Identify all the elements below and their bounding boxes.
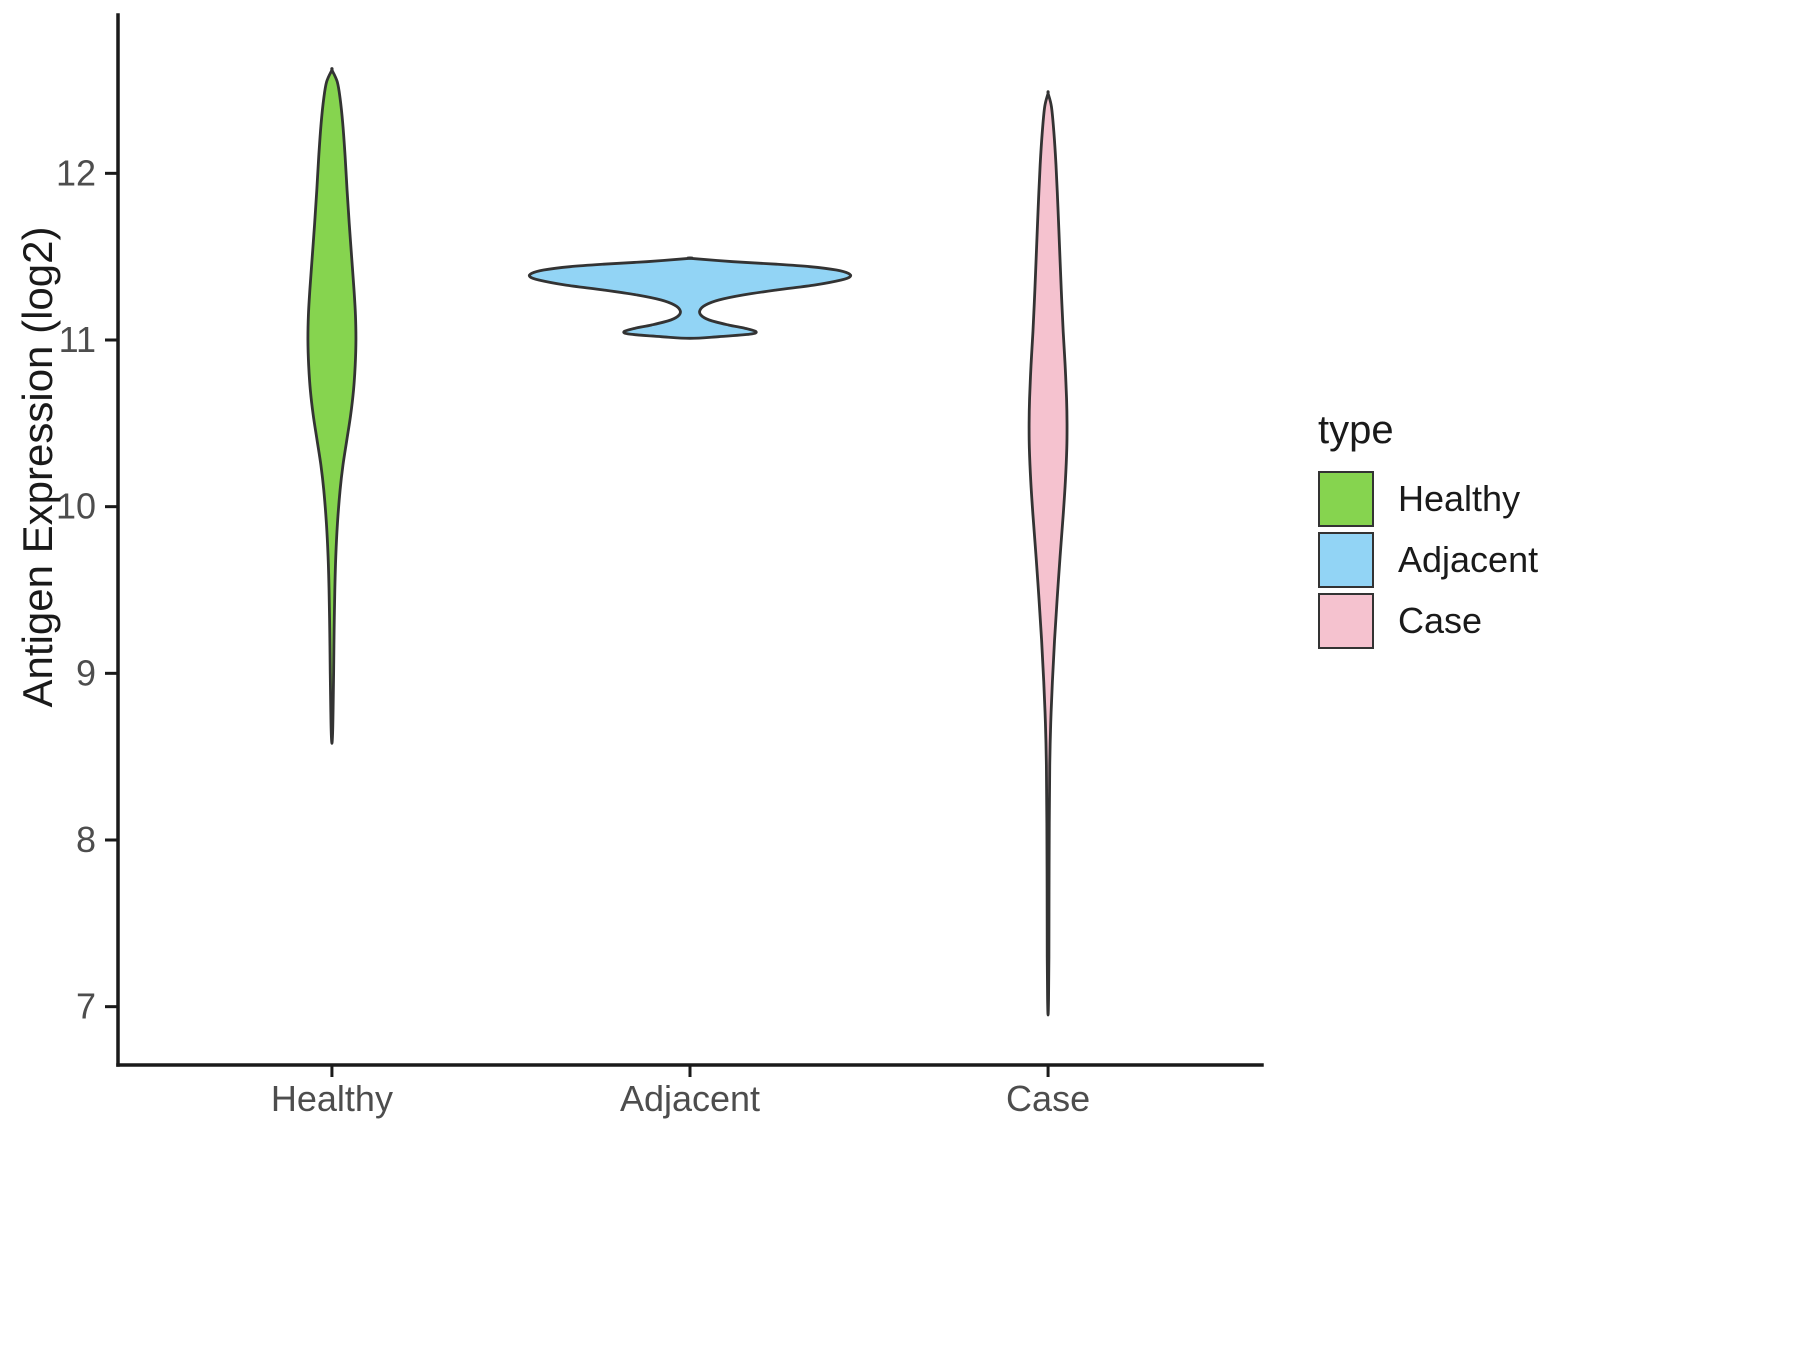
y-tick-label: 10: [56, 486, 96, 527]
violin-healthy: [306, 67, 358, 745]
legend-item-healthy: Healthy: [1318, 471, 1538, 527]
legend-swatch-case: [1318, 593, 1374, 649]
legend-label-case: Case: [1398, 600, 1483, 641]
x-tick-label-adjacent: Adjacent: [620, 1078, 760, 1119]
legend: type Healthy Adjacent Case: [1318, 408, 1538, 649]
y-tick-label: 8: [76, 819, 96, 860]
legend-swatch-adjacent: [1318, 532, 1374, 588]
x-tick-label-healthy: Healthy: [271, 1078, 393, 1119]
y-tick-label: 12: [56, 152, 96, 193]
y-tick-label: 11: [59, 319, 96, 360]
violin-case: [1027, 90, 1069, 1017]
legend-title: type: [1318, 408, 1394, 452]
legend-swatch-healthy: [1318, 471, 1374, 527]
legend-item-case: Case: [1318, 593, 1538, 649]
x-tick-label-case: Case: [1006, 1078, 1090, 1119]
violin-adjacent: [527, 256, 853, 340]
y-tick-label: 7: [76, 986, 96, 1027]
legend-label-healthy: Healthy: [1398, 478, 1521, 519]
legend-item-adjacent: Adjacent: [1318, 532, 1538, 588]
legend-label-adjacent: Adjacent: [1398, 539, 1539, 580]
legend-items: Healthy Adjacent Case: [1318, 471, 1538, 649]
y-tick-label: 9: [76, 652, 96, 693]
y-axis-title: Antigen Expression (log2): [14, 226, 61, 708]
